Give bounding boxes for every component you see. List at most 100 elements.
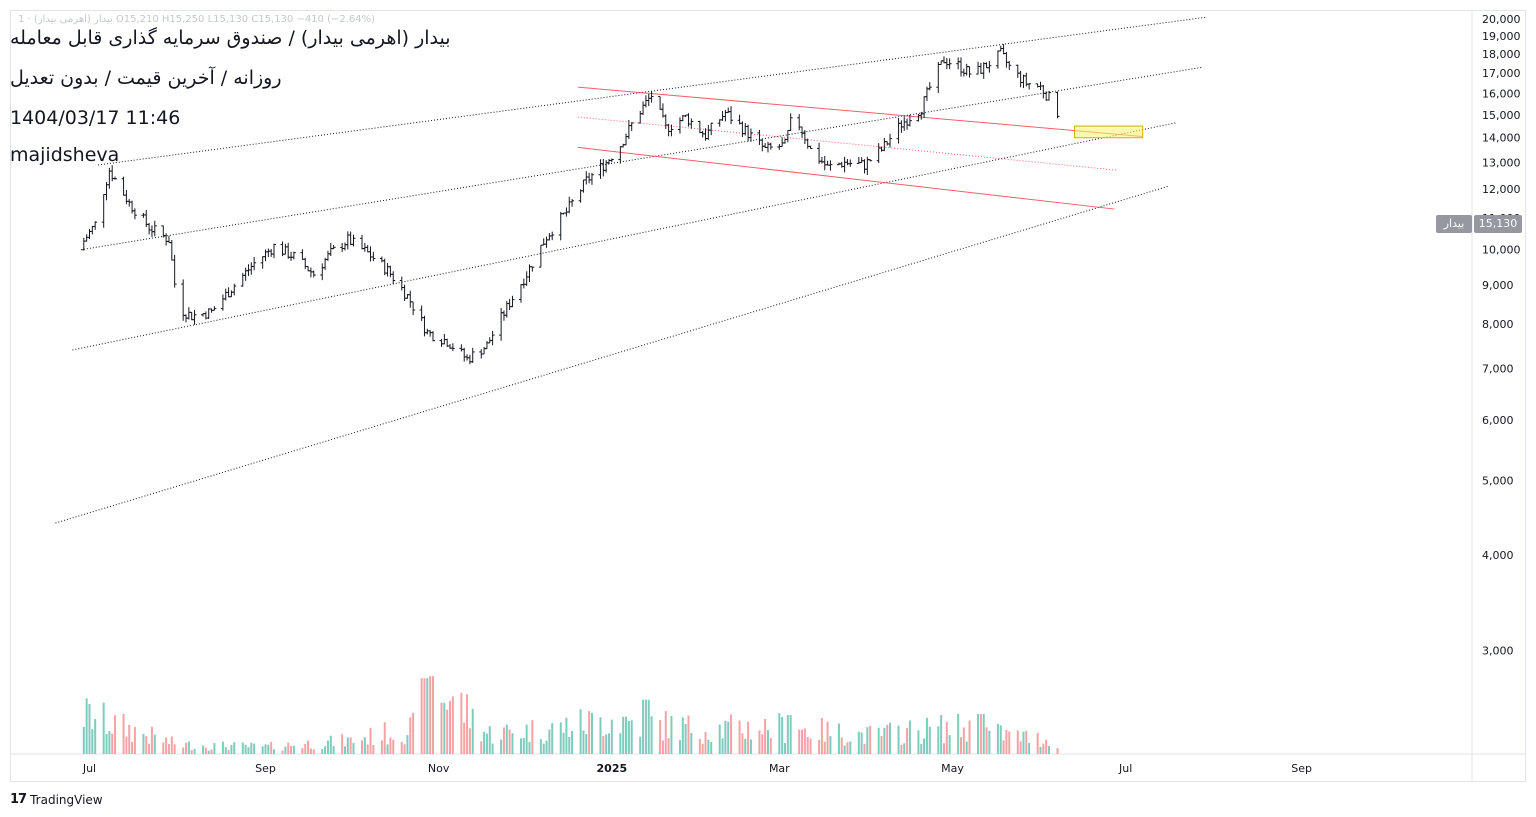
volume-bar: [270, 741, 273, 754]
volume-bar: [329, 735, 332, 754]
volume-bar: [880, 735, 883, 754]
volume-bar: [721, 738, 724, 754]
volume-bar: [738, 720, 741, 754]
volume-bar: [508, 729, 511, 754]
volume-bar: [903, 743, 906, 754]
volume-bar: [977, 714, 980, 754]
volume-bar: [443, 702, 446, 754]
volume-bar: [1002, 740, 1005, 754]
channel-layer: [55, 16, 1206, 524]
volume-bar: [579, 709, 582, 754]
volume-bar: [917, 730, 920, 754]
volume-bar: [818, 739, 821, 754]
volume-bar: [440, 702, 443, 754]
volume-bar: [642, 699, 645, 754]
volume-bar: [150, 726, 153, 754]
volume-bar: [185, 742, 188, 754]
volume-bar: [605, 734, 608, 754]
volume-bar: [710, 741, 713, 754]
volume-bar: [803, 728, 806, 754]
volume-bar: [979, 714, 982, 754]
volume-bar: [352, 742, 355, 754]
volume-bar: [451, 696, 454, 754]
volume-bar: [230, 745, 233, 754]
chart-frame[interactable]: [10, 10, 1526, 782]
volume-bar: [511, 733, 514, 754]
volume-bar: [284, 746, 287, 754]
volume-bar: [466, 694, 469, 754]
volume-bar: [145, 736, 148, 754]
volume-bar: [1039, 746, 1042, 754]
volume-bar: [565, 717, 568, 754]
volume-bar: [766, 730, 769, 754]
volume-bar: [627, 721, 630, 754]
volume-bar: [923, 738, 926, 754]
volume-bar: [551, 723, 554, 754]
volume-bar: [942, 743, 945, 754]
volume-bar: [664, 711, 667, 754]
volume-bar: [1036, 733, 1039, 754]
volume-bar: [849, 741, 852, 754]
volume-bar: [724, 720, 727, 754]
volume-bar: [292, 745, 295, 754]
volume-bar: [866, 727, 869, 754]
volume-bar: [488, 726, 491, 754]
volume-bar: [363, 737, 366, 754]
volume-bar: [877, 727, 880, 754]
volume-bar: [820, 718, 823, 754]
volume-bar: [562, 732, 565, 754]
y-tick-label: 12,000: [1482, 183, 1521, 196]
volume-bar: [789, 715, 792, 754]
volume-bar: [749, 739, 752, 754]
volume-bar: [114, 715, 117, 754]
volume-bar: [996, 723, 999, 754]
volume-bar: [999, 725, 1002, 754]
volume-bar: [925, 717, 928, 754]
volume-bar: [304, 743, 307, 754]
volume-bar: [341, 734, 344, 754]
volume-bar: [105, 733, 108, 754]
volume-bar: [781, 717, 784, 754]
volume-bar: [207, 750, 210, 754]
trend-channel-line: [72, 122, 1177, 351]
volume-bar: [429, 676, 432, 754]
volume-bar: [744, 738, 747, 754]
tradingview-logo-icon: 17: [10, 792, 27, 807]
volume-bar: [704, 732, 707, 754]
volume-bar: [747, 721, 750, 754]
volume-bar: [213, 743, 216, 754]
volume-bar: [982, 714, 985, 754]
volume-bar: [698, 738, 701, 754]
time-axis-labels: Jul Sep Nov 2025 Mar May Jul Sep: [82, 762, 1312, 775]
volume-bar: [988, 730, 991, 754]
volume-bar: [324, 746, 327, 754]
volume-bar: [607, 733, 610, 754]
volume-bar: [948, 735, 951, 754]
volume-bar: [88, 704, 91, 754]
tradingview-branding[interactable]: 17 TradingView: [10, 792, 103, 807]
volume-bar: [940, 715, 943, 754]
volume-bar: [1019, 741, 1022, 754]
volume-bar: [701, 744, 704, 754]
volume-bar: [91, 729, 94, 754]
volume-bar: [928, 726, 931, 754]
volume-bar: [1048, 746, 1051, 754]
y-tick-label: 15,000: [1482, 109, 1521, 122]
volume-bar: [667, 738, 670, 754]
volume-bar: [131, 741, 134, 754]
volume-bar: [182, 747, 185, 754]
volume-bar: [531, 720, 534, 754]
volume-bar: [786, 715, 789, 754]
volume-bar: [869, 725, 872, 754]
x-tick-label: Mar: [769, 762, 790, 775]
descending-channel-line: [577, 86, 1143, 138]
volume-bar: [468, 728, 471, 754]
price-bars-layer: [81, 44, 1060, 365]
volume-bar: [957, 713, 960, 754]
volume-bar: [326, 740, 329, 754]
volume-bar: [449, 700, 452, 754]
volume-bar: [431, 676, 434, 754]
volume-bar: [687, 715, 690, 754]
last-price-tag: 15,130: [1474, 215, 1522, 233]
